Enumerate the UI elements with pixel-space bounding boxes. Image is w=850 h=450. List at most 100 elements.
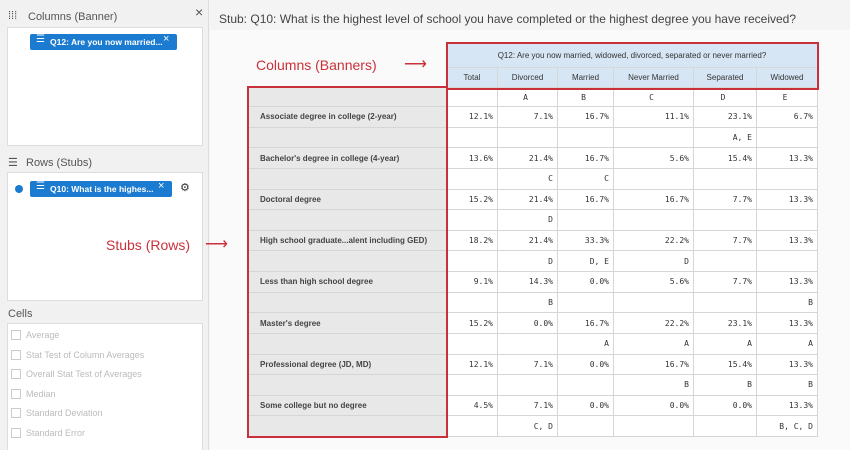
annotation-stubs: Stubs (Rows) [106,237,191,253]
value-cell [447,88,498,107]
sig-cell [614,210,694,231]
columns-label: Columns (Banner) [28,11,118,23]
highlight-stubs [247,86,448,438]
column-letter: B [558,88,614,107]
value-cell: 23.1% [694,313,757,334]
column-letter: A [498,88,558,107]
checkbox[interactable] [11,330,21,340]
cell-option[interactable]: Standard Error [26,427,86,438]
value-cell [447,416,498,437]
arrow: ⟶ [404,56,427,73]
value-cell: 22.2% [614,230,694,252]
value-cell: 7.1% [498,107,558,128]
sig-cell [694,251,757,272]
chip-remove[interactable]: × [163,33,170,45]
sig-cell: A [614,333,694,355]
value-cell: 18.2% [447,230,498,252]
column-header: Separated [694,68,757,88]
sig-cell: B [614,375,694,396]
value-cell: 0.0% [558,354,614,376]
cell-option[interactable]: Standard Deviation [26,408,103,418]
value-cell [447,292,498,314]
value-cell: 13.3% [757,313,818,334]
value-cell: 16.7% [558,189,614,211]
value-cell: 16.7% [558,313,614,334]
value-cell: 16.7% [614,189,694,211]
value-cell: 6.7% [757,107,818,128]
column-header: Divorced [498,68,558,88]
sig-cell: D [614,251,694,272]
value-cell: 7.1% [498,395,558,417]
value-cell: 4.5% [447,395,498,417]
value-cell: 7.7% [694,189,757,211]
value-cell: 7.7% [694,272,757,293]
value-cell: 13.3% [757,148,818,169]
sig-cell: B [757,375,818,396]
value-cell: 33.3% [558,230,614,252]
close-button[interactable]: × [195,4,204,20]
sig-cell [558,416,614,437]
radio[interactable] [15,185,23,193]
columns-chip[interactable]: Q12: Are you now married... [30,34,177,50]
checkbox[interactable] [11,369,21,379]
value-cell: 5.6% [614,148,694,169]
sidebar: ⁞⁞⁞ Columns (Banner) × Q12: Are you now … [0,0,209,450]
value-cell: 13.3% [757,189,818,211]
sig-cell [757,210,818,231]
value-cell [447,210,498,231]
sig-cell: D [498,210,558,231]
cell-option[interactable]: Stat Test of Column Averages [26,349,145,360]
value-cell: 5.6% [614,272,694,293]
value-cell: 7.7% [694,230,757,252]
value-cell: 23.1% [694,107,757,128]
sig-cell: D [498,251,558,272]
value-cell [447,127,498,149]
value-cell: 12.1% [447,354,498,376]
value-cell: 13.3% [757,354,818,376]
checkbox[interactable] [11,427,21,438]
cell-option[interactable]: Average [26,330,60,340]
sig-cell: B [498,292,558,314]
value-cell: 7.1% [498,354,558,376]
sig-cell [558,292,614,314]
value-cell: 21.4% [498,189,558,211]
value-cell [447,168,498,190]
cell-option[interactable]: Median [26,388,56,399]
banner: Q12: Are you now married, widowed, divor… [447,44,818,68]
chip-remove[interactable]: × [158,180,165,192]
sig-cell: B [694,375,757,396]
value-cell: 15.4% [694,148,757,169]
sig-cell: B, C, D [757,416,818,437]
sig-cell [614,416,694,437]
gear-icon[interactable]: ⚙ [180,182,190,194]
checkbox[interactable] [11,408,21,418]
chip-icon: ☰ [36,34,45,45]
checkbox[interactable] [11,349,21,360]
sig-cell [558,127,614,149]
rows-chip[interactable]: Q10: What is the highes... [30,181,172,197]
column-letter: E [757,88,818,107]
value-cell: 0.0% [558,395,614,417]
value-cell: 13.3% [757,230,818,252]
sig-cell: C [558,168,614,190]
value-cell: 11.1% [614,107,694,128]
highlight-columns [446,42,819,90]
column-header: Total [447,68,498,88]
value-cell: 16.7% [614,354,694,376]
cell-option[interactable]: Overall Stat Test of Averages [26,369,142,379]
value-cell: 0.0% [498,313,558,334]
sig-cell: A [558,333,614,355]
column-letter: D [694,88,757,107]
checkbox[interactable] [11,388,21,399]
value-cell [447,333,498,355]
sig-cell [694,168,757,190]
columns-icon: ⁞⁞⁞ [8,10,18,22]
sig-cell [498,375,558,396]
column-header: Married [558,68,614,88]
value-cell: 12.1% [447,107,498,128]
sig-cell: C [498,168,558,190]
column-letter: C [614,88,694,107]
sig-cell [757,127,818,149]
value-cell: 13.6% [447,148,498,169]
